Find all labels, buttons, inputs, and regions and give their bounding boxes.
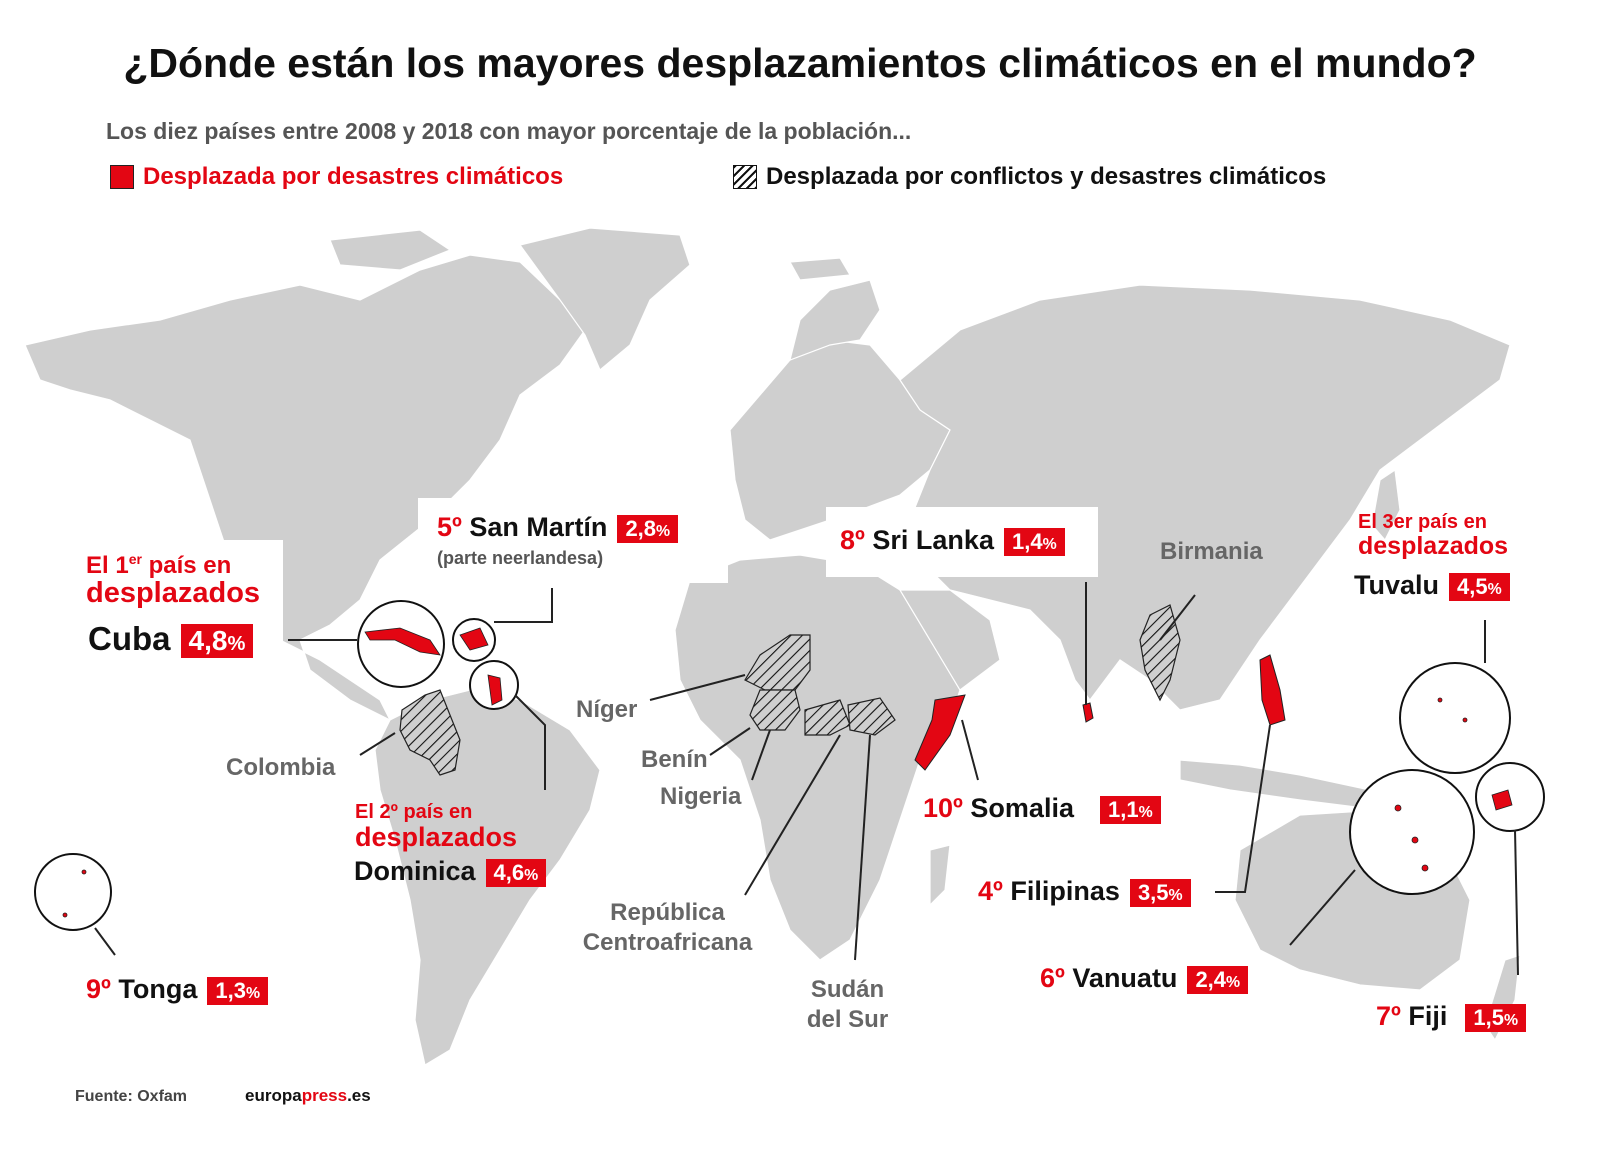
label-south-sudan: Sudán del Sur xyxy=(806,976,889,1033)
san-martin-island xyxy=(459,627,489,651)
legend-conflict-label: Desplazada por conflictos y desastres cl… xyxy=(766,163,1327,190)
vanuatu-dot xyxy=(1411,836,1419,844)
dominica-label: Dominica 4,6% xyxy=(354,856,547,887)
label-benin: Benín xyxy=(641,746,708,773)
vanuatu-label: 6º Vanuatu 2,4% xyxy=(1040,963,1249,994)
label-birmania: Birmania xyxy=(1160,538,1263,565)
cuba-zoom-circle xyxy=(357,600,445,688)
san-martin-label: 5º San Martín 2,8% xyxy=(437,512,679,543)
tonga-dot xyxy=(81,869,87,875)
vanuatu-dot xyxy=(1421,864,1429,872)
legend-conflict: Desplazada por conflictos y desastres cl… xyxy=(733,163,1326,191)
niger-shape xyxy=(744,634,811,691)
legend-climate: Desplazada por desastres climáticos xyxy=(110,163,563,191)
label-nigeria: Nigeria xyxy=(660,783,742,810)
fiji-label: 7º Fiji 1,5% xyxy=(1376,1001,1527,1032)
vanuatu-dot xyxy=(1394,804,1402,812)
tuvalu-note: El 3er país en desplazados xyxy=(1358,511,1509,560)
label-car: República Centroafricana xyxy=(582,899,753,956)
japan xyxy=(1371,468,1401,542)
cuba-label: Cuba 4,8% xyxy=(88,620,254,658)
fiji-leader xyxy=(1514,829,1519,976)
vanuatu-zoom-circle xyxy=(1349,769,1475,895)
benin-leader xyxy=(709,727,751,756)
scandinavia xyxy=(789,279,881,361)
north-america xyxy=(24,254,586,722)
legend-red-swatch xyxy=(110,165,134,189)
tonga-leader xyxy=(94,927,116,956)
somalia-leader xyxy=(961,719,979,781)
greenland xyxy=(518,227,691,371)
somalia-label: 10º Somalia 1,1% xyxy=(923,793,1161,824)
nigeria-leader xyxy=(751,729,771,781)
label-colombia: Colombia xyxy=(226,754,336,781)
vanuatu-leader xyxy=(1289,869,1356,946)
legend-hatch-swatch xyxy=(733,165,757,189)
dominica-leader xyxy=(514,694,546,790)
tonga-dot xyxy=(62,912,68,918)
filipinas-label: 4º Filipinas 3,5% xyxy=(978,876,1191,907)
philippines-leader xyxy=(1215,724,1271,893)
dominica-note: El 2º país en desplazados xyxy=(355,801,518,852)
label-niger: Níger xyxy=(576,696,638,723)
madagascar xyxy=(929,844,951,907)
arctic-islands xyxy=(329,229,452,271)
sri-lanka-shape xyxy=(1082,702,1094,723)
south-sudan-shape xyxy=(847,697,896,736)
dominica-island xyxy=(487,674,503,706)
colombia-leader xyxy=(359,732,396,756)
tonga-zoom-circle xyxy=(34,853,112,931)
car-leader xyxy=(744,734,841,896)
sri-lanka-label: 8º Sri Lanka 1,4% xyxy=(840,525,1065,556)
subtitle: Los diez países entre 2008 y 2018 con ma… xyxy=(106,118,912,144)
cuba-island xyxy=(364,627,441,656)
tuvalu-label: Tuvalu 4,5% xyxy=(1354,570,1510,601)
south-sudan-leader xyxy=(854,734,871,961)
arabia xyxy=(898,589,1001,691)
svalbard xyxy=(789,257,851,281)
page-title: ¿Dónde están los mayores desplazamientos… xyxy=(123,40,1477,86)
san-martin-leader xyxy=(494,588,553,623)
fiji-islands xyxy=(1491,789,1513,811)
somalia-shape xyxy=(914,694,966,771)
niger-leader xyxy=(649,674,746,701)
tuvalu-dot xyxy=(1462,717,1468,723)
nigeria-shape xyxy=(749,689,801,731)
tuvalu-zoom-circle xyxy=(1399,662,1511,774)
car-shape xyxy=(804,699,851,736)
tonga-label: 9º Tonga 1,3% xyxy=(86,974,269,1005)
colombia-shape xyxy=(399,689,461,776)
philippines-shape xyxy=(1259,654,1286,726)
source-note: Fuente: Oxfam xyxy=(75,1088,188,1105)
san-martin-sub: (parte neerlandesa) xyxy=(437,548,604,568)
brand-logo: europapress.es xyxy=(245,1086,371,1105)
legend-climate-label: Desplazada por desastres climáticos xyxy=(143,163,564,190)
cuba-note: El 1er país en desplazados xyxy=(86,551,261,610)
myanmar-leader xyxy=(1159,594,1196,641)
tuvalu-dot xyxy=(1437,697,1443,703)
